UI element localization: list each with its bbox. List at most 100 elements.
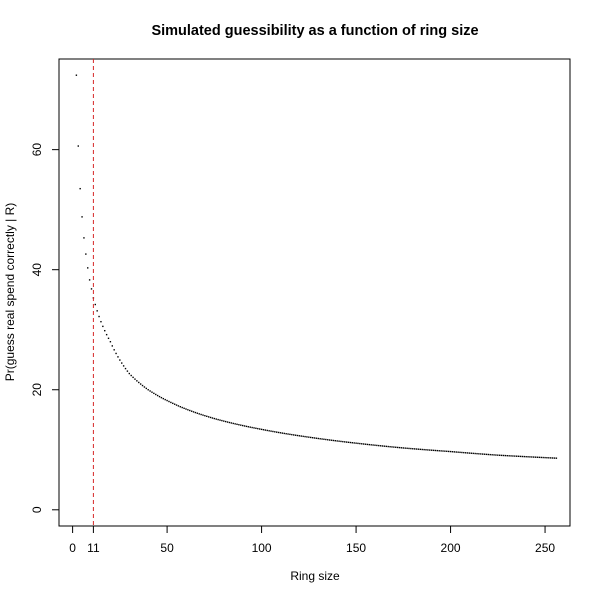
data-point xyxy=(364,443,367,445)
data-point xyxy=(421,448,423,451)
data-point xyxy=(429,449,431,451)
data-point xyxy=(83,237,85,239)
data-point xyxy=(464,452,467,454)
data-point xyxy=(179,406,182,408)
data-point xyxy=(183,407,185,409)
data-point xyxy=(550,457,552,459)
data-point xyxy=(485,453,488,456)
data-point xyxy=(508,455,510,457)
data-point xyxy=(374,444,376,446)
data-point xyxy=(504,454,507,457)
y-tick-label: 60 xyxy=(30,143,44,157)
data-point xyxy=(372,444,374,446)
data-point xyxy=(351,442,353,444)
data-point xyxy=(540,456,542,459)
data-point xyxy=(423,448,425,451)
data-point xyxy=(304,435,306,438)
data-point xyxy=(236,423,238,425)
data-point xyxy=(245,425,248,428)
data-point xyxy=(306,436,308,438)
data-point xyxy=(417,448,420,450)
data-point xyxy=(156,394,159,397)
data-point xyxy=(342,440,344,443)
data-point xyxy=(366,443,369,446)
data-point xyxy=(151,391,153,393)
data-point xyxy=(270,430,272,432)
data-point xyxy=(481,453,484,455)
data-point xyxy=(149,390,151,392)
data-point xyxy=(274,431,276,433)
data-point xyxy=(395,446,397,448)
data-point xyxy=(204,415,206,417)
data-point xyxy=(361,443,363,445)
data-point xyxy=(232,422,234,425)
x-tick-label: 100 xyxy=(252,541,272,555)
data-point xyxy=(285,433,287,435)
data-point xyxy=(359,442,361,445)
data-point xyxy=(277,431,280,434)
data-point xyxy=(192,411,195,413)
data-point xyxy=(223,420,225,422)
data-point xyxy=(389,446,391,448)
data-point xyxy=(321,438,323,440)
data-point xyxy=(489,453,491,456)
data-point xyxy=(355,442,357,444)
data-point xyxy=(215,418,217,420)
data-point xyxy=(400,447,403,449)
data-point xyxy=(332,439,335,442)
data-point xyxy=(391,446,393,448)
data-point xyxy=(444,450,446,452)
x-tick-label: 250 xyxy=(535,541,555,555)
data-point xyxy=(247,426,250,428)
data-point xyxy=(293,434,295,436)
data-point xyxy=(461,451,463,454)
data-point xyxy=(164,398,166,401)
data-point xyxy=(459,451,461,454)
data-point xyxy=(529,456,531,458)
data-point xyxy=(136,380,138,382)
data-point xyxy=(548,457,550,459)
data-point xyxy=(139,383,142,385)
data-point xyxy=(294,434,297,436)
data-point xyxy=(368,443,371,446)
data-point xyxy=(379,445,382,447)
data-point xyxy=(527,456,529,458)
data-point xyxy=(88,279,91,281)
data-point xyxy=(185,408,187,410)
data-point xyxy=(94,303,96,306)
data-point xyxy=(209,416,212,419)
data-point xyxy=(258,428,261,430)
data-point xyxy=(134,378,136,380)
data-point xyxy=(470,452,473,454)
data-point xyxy=(521,455,524,458)
data-point xyxy=(476,452,478,455)
data-point xyxy=(308,436,310,438)
data-point xyxy=(430,449,433,451)
data-point xyxy=(483,453,486,455)
data-point xyxy=(362,443,365,445)
data-point xyxy=(279,432,282,434)
data-point xyxy=(427,449,429,451)
data-point xyxy=(100,320,102,323)
data-point xyxy=(160,396,163,399)
data-point xyxy=(398,446,401,449)
data-point xyxy=(393,446,395,448)
data-point xyxy=(249,426,251,428)
data-point xyxy=(347,441,350,444)
data-point xyxy=(434,449,437,452)
data-point xyxy=(298,435,301,437)
data-point xyxy=(413,448,416,450)
data-point xyxy=(463,451,465,454)
data-point xyxy=(243,425,246,427)
y-tick-label: 40 xyxy=(30,263,44,277)
data-point xyxy=(276,431,278,433)
data-point xyxy=(189,409,191,412)
data-point xyxy=(228,421,231,424)
x-axis: 0 11 50 100 150 200 250 xyxy=(69,525,555,555)
data-point xyxy=(432,449,435,452)
data-point xyxy=(272,430,274,433)
data-point xyxy=(241,424,244,427)
data-point xyxy=(105,333,108,336)
data-point xyxy=(122,365,125,367)
